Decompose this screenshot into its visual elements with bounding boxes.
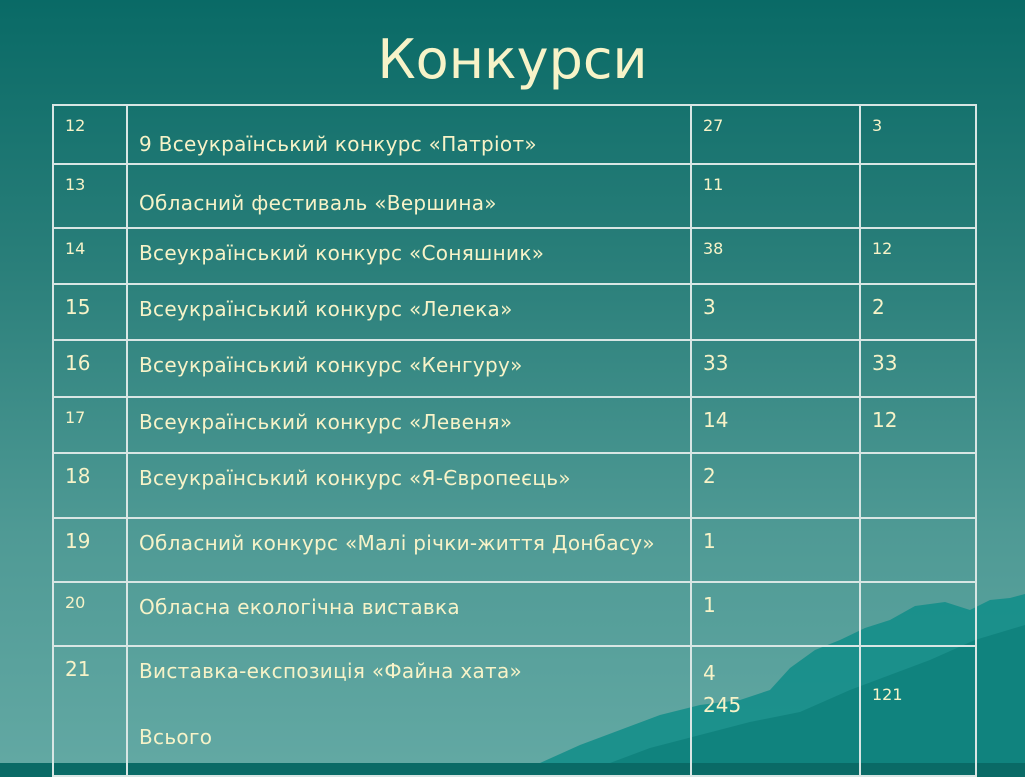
participants-count: 14 — [690, 396, 861, 454]
row-number: 13 — [52, 163, 128, 229]
table-row: 12 9 Всеукраїнський конкурс «Патріот» 27… — [52, 104, 977, 165]
winners-count: 121 — [859, 645, 977, 777]
table-row: 20 Обласна екологічна виставка 1 — [52, 581, 977, 647]
winners-count — [859, 581, 977, 647]
total-label: Всього — [139, 725, 213, 749]
contest-name-text: Виставка-експозиція «Файна хата» — [139, 659, 523, 683]
slide-title: Конкурси — [377, 28, 648, 91]
winners-count: 12 — [859, 396, 977, 454]
table-row: 16 Всеукраїнський конкурс «Кенгуру» 33 3… — [52, 339, 977, 398]
winners-count: 33 — [859, 339, 977, 398]
winners-count — [859, 163, 977, 229]
table-row: 19 Обласний конкурс «Малі річки-життя До… — [52, 517, 977, 583]
contest-name: 9 Всеукраїнський конкурс «Патріот» — [126, 104, 692, 165]
contest-name: Обласна екологічна виставка — [126, 581, 692, 647]
contest-name: Всеукраїнський конкурс «Левеня» — [126, 396, 692, 454]
participants-count: 1 — [690, 517, 861, 583]
winners-count — [859, 517, 977, 583]
row-number: 16 — [52, 339, 128, 398]
contest-name-text: Обласний фестиваль «Вершина» — [139, 191, 497, 215]
row-number: 17 — [52, 396, 128, 454]
contest-name: Обласний конкурс «Малі річки-життя Донба… — [126, 517, 692, 583]
row-number: 15 — [52, 283, 128, 341]
row-number: 19 — [52, 517, 128, 583]
row-number: 14 — [52, 227, 128, 285]
total-winners: 121 — [872, 685, 903, 704]
contest-name-text: 9 Всеукраїнський конкурс «Патріот» — [139, 132, 537, 156]
table-row: 21 Виставка-експозиція «Файна хата» Всьо… — [52, 645, 977, 777]
participants-count: 11 — [690, 163, 861, 229]
contests-table: 12 9 Всеукраїнський конкурс «Патріот» 27… — [52, 104, 977, 777]
winners-count — [859, 452, 977, 519]
participants-count: 1 — [690, 581, 861, 647]
winners-count: 12 — [859, 227, 977, 285]
contest-name: Всеукраїнський конкурс «Я-Європеєць» — [126, 452, 692, 519]
winners-count: 3 — [859, 104, 977, 165]
participants-count: 3 — [690, 283, 861, 341]
row-number: 20 — [52, 581, 128, 647]
table-row: 15 Всеукраїнський конкурс «Лелека» 3 2 — [52, 283, 977, 341]
table-row: 14 Всеукраїнський конкурс «Соняшник» 38 … — [52, 227, 977, 285]
participants-count: 38 — [690, 227, 861, 285]
table-row: 18 Всеукраїнський конкурс «Я-Європеєць» … — [52, 452, 977, 519]
row-number: 12 — [52, 104, 128, 165]
participants-count: 4 245 — [690, 645, 861, 777]
table-row: 17 Всеукраїнський конкурс «Левеня» 14 12 — [52, 396, 977, 454]
participants-count: 2 — [690, 452, 861, 519]
contest-name: Виставка-експозиція «Файна хата» Всього — [126, 645, 692, 777]
row-number: 18 — [52, 452, 128, 519]
contest-name: Всеукраїнський конкурс «Кенгуру» — [126, 339, 692, 398]
row-number: 21 — [52, 645, 128, 777]
total-participants: 245 — [703, 693, 742, 717]
contest-name: Всеукраїнський конкурс «Лелека» — [126, 283, 692, 341]
winners-count: 2 — [859, 283, 977, 341]
participants-count: 33 — [690, 339, 861, 398]
table-row: 13 Обласний фестиваль «Вершина» 11 — [52, 163, 977, 229]
participants-count: 27 — [690, 104, 861, 165]
contest-name: Обласний фестиваль «Вершина» — [126, 163, 692, 229]
contest-name: Всеукраїнський конкурс «Соняшник» — [126, 227, 692, 285]
participants-value: 4 — [703, 661, 716, 685]
